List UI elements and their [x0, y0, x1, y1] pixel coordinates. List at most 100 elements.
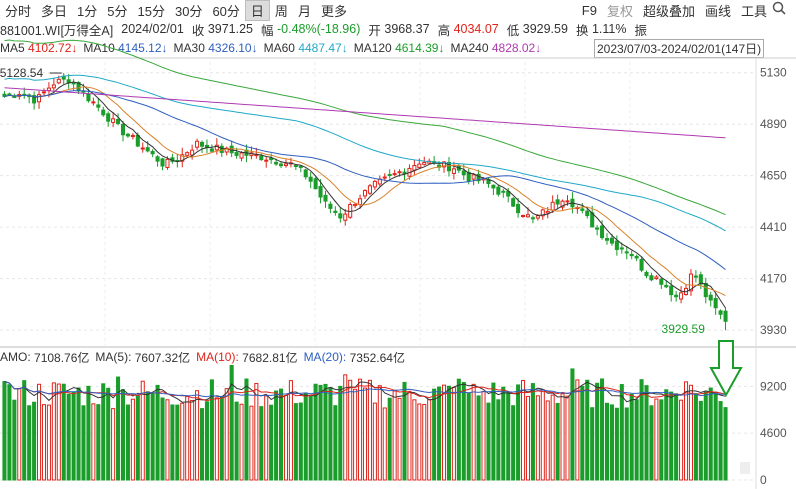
candle-body — [644, 271, 649, 277]
tab-more[interactable]: 更多 — [320, 3, 347, 19]
candle-body — [501, 190, 506, 193]
tab-5min[interactable]: 5分 — [107, 3, 128, 19]
candle-body — [674, 294, 679, 298]
candle-body — [604, 238, 610, 241]
candle-body — [209, 148, 214, 152]
ma240-value: 4828.02↓ — [491, 41, 542, 55]
candle-body — [116, 118, 121, 124]
tab-15min[interactable]: 15分 — [137, 3, 165, 19]
volume-bar — [180, 402, 185, 481]
candle-body — [550, 201, 555, 211]
volume-bar — [708, 387, 713, 481]
volume-bar — [402, 381, 407, 481]
candle-body — [37, 94, 42, 103]
candle-body — [199, 141, 205, 147]
volume-bar — [130, 398, 135, 481]
volume-bar — [422, 403, 427, 481]
volume-bar — [580, 385, 585, 481]
tab-1min[interactable]: 1分 — [77, 3, 98, 19]
candle-body — [496, 186, 501, 195]
volume-bar — [377, 385, 382, 481]
candle-body — [688, 273, 693, 292]
adjust-button[interactable]: 复权 — [606, 3, 633, 19]
volume-bar — [91, 403, 96, 481]
volume-bar — [37, 383, 42, 481]
volume-bar — [427, 399, 432, 481]
candle-body — [708, 294, 713, 301]
date-range[interactable]: 2023/07/03-2024/02/01(147日) — [594, 39, 765, 58]
amo-label: AMO: — [0, 350, 31, 364]
f9-button[interactable]: F9 — [581, 2, 597, 18]
candle-body — [130, 134, 135, 137]
low-annotation: 3929.59 — [662, 322, 706, 336]
ma5-value: 4102.72↓ — [28, 41, 78, 55]
ma30-value: 4326.10↓ — [208, 41, 258, 55]
volume-bar — [46, 404, 51, 481]
volume-bar — [303, 392, 308, 481]
candle-body — [318, 185, 323, 198]
volume-bar — [639, 379, 644, 481]
draw-button[interactable]: 画线 — [704, 3, 731, 19]
candle-body — [190, 149, 195, 156]
volume-bar — [111, 408, 116, 481]
candle-body — [545, 210, 550, 214]
volume-bar — [634, 399, 639, 481]
volume-bar — [175, 404, 180, 481]
candle-body — [679, 292, 684, 300]
volume-bar — [61, 383, 66, 481]
tab-intraday[interactable]: 分时 — [5, 3, 32, 19]
candle-body — [525, 214, 531, 218]
candle-body — [565, 200, 570, 203]
quote-row: 881001.WI[万得全A] 2024/02/01 收 3971.25 幅 -… — [0, 20, 796, 38]
volume-bar — [170, 404, 175, 481]
volume-bar — [688, 384, 693, 481]
tab-weekly[interactable]: 周 — [274, 3, 288, 19]
volume-bar — [328, 387, 333, 481]
volume-bar — [659, 399, 664, 481]
ma30-line — [4, 90, 726, 270]
price-tick-label: 4650 — [760, 169, 787, 183]
candle-body — [140, 147, 145, 150]
volume-bar — [264, 395, 269, 481]
candle-body — [239, 152, 244, 159]
volume-bar — [471, 383, 476, 481]
search-icon[interactable] — [772, 1, 786, 15]
volume-bar — [229, 356, 234, 481]
candle-body — [234, 152, 239, 156]
ma60-line — [4, 74, 726, 232]
volume-bar — [362, 387, 368, 481]
price-tick-label: 3930 — [760, 323, 787, 337]
tab-60min[interactable]: 60分 — [212, 3, 240, 19]
candle-body — [165, 158, 170, 168]
volume-bar — [506, 391, 511, 481]
tab-monthly[interactable]: 月 — [297, 3, 311, 19]
tab-30min[interactable]: 30分 — [174, 3, 203, 19]
ma120-line — [4, 39, 726, 216]
candle-body — [397, 171, 402, 174]
volume-legend: AMO: 7108.76亿 MA(5): 7607.32亿 MA(10): 76… — [0, 349, 405, 365]
candle-body — [120, 123, 126, 136]
volume-bar — [259, 406, 264, 481]
candle-body — [382, 176, 387, 179]
candle-body — [511, 198, 516, 207]
volume-bar — [116, 376, 121, 481]
volume-bar — [560, 393, 565, 481]
tools-button[interactable]: 工具 — [740, 3, 767, 19]
tab-multi-day[interactable]: 多日 — [41, 3, 68, 19]
volume-bar — [56, 383, 61, 481]
ma240-line — [4, 87, 726, 139]
volume-bar — [155, 384, 160, 481]
volume-bar — [644, 385, 649, 481]
high-annotation: 5128.54 — [0, 66, 43, 80]
candle-body — [264, 159, 269, 162]
volume-bar — [604, 402, 610, 481]
vol-ma20-line — [4, 381, 726, 398]
volume-bar — [288, 380, 293, 481]
overlay-button[interactable]: 超级叠加 — [642, 3, 695, 19]
candle-body — [718, 310, 723, 315]
tab-daily[interactable]: 日 — [244, 0, 270, 21]
volume-bar — [451, 387, 456, 481]
volume-bar — [239, 403, 244, 481]
ma120-value: 4614.39↓ — [395, 41, 445, 55]
